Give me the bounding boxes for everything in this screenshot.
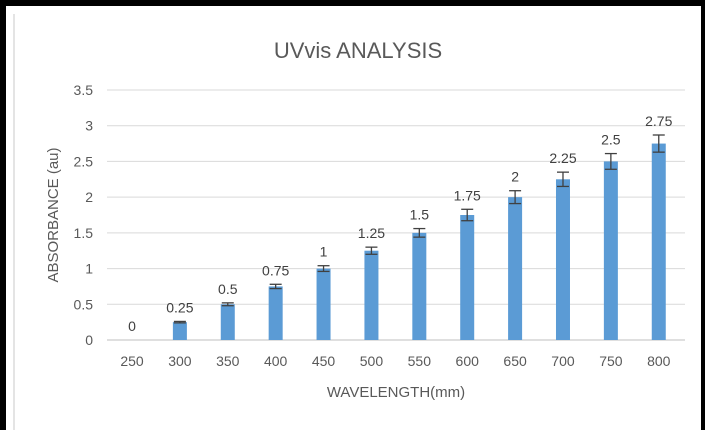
y-tick-label: 1	[85, 261, 93, 277]
x-axis-ticks: 250 300 350 400 450 500 550 600 650 700 750 800	[120, 353, 670, 369]
x-tick-label: 450	[312, 353, 336, 369]
x-tick-label: 600	[456, 353, 480, 369]
data-label: 1.25	[358, 225, 385, 241]
x-tick-label: 550	[408, 353, 432, 369]
data-label: 2.75	[645, 113, 672, 129]
bar	[172, 322, 187, 340]
bar	[460, 215, 475, 340]
y-tick-label: 3.5	[74, 82, 94, 98]
gridlines	[107, 89, 685, 341]
data-label: 2	[511, 169, 519, 185]
x-tick-label: 300	[168, 353, 192, 369]
bar	[316, 268, 331, 340]
x-tick-label: 650	[503, 353, 527, 369]
data-label: 0.5	[218, 281, 238, 297]
y-tick-label: 0.5	[74, 296, 94, 312]
x-tick-label: 350	[216, 353, 240, 369]
x-tick-label: 750	[599, 353, 623, 369]
error-bars	[173, 134, 665, 324]
bar	[412, 232, 427, 340]
bar	[364, 250, 379, 340]
y-tick-label: 3	[85, 118, 93, 134]
x-tick-label: 400	[264, 353, 288, 369]
bar	[508, 197, 523, 340]
bar	[220, 304, 235, 340]
y-axis-label: ABSORBANCE (au)	[45, 147, 62, 282]
bar	[651, 143, 666, 340]
x-tick-label: 800	[647, 353, 671, 369]
y-tick-label: 1.5	[74, 225, 94, 241]
y-axis-ticks: 0 0.5 1 1.5 2 2.5 3 3.5	[74, 82, 94, 348]
data-label: 0.75	[262, 262, 289, 278]
chart-title: UVvis ANALYSIS	[274, 38, 442, 63]
data-label: 2.25	[549, 150, 576, 166]
y-tick-label: 0	[85, 332, 93, 348]
bar	[555, 179, 570, 340]
y-tick-label: 2.5	[74, 153, 94, 169]
data-label: 1.75	[454, 187, 481, 203]
x-tick-label: 250	[120, 353, 144, 369]
y-tick-label: 2	[85, 189, 93, 205]
data-label: 1.5	[410, 207, 430, 223]
bar	[268, 286, 283, 340]
data-label: 0	[128, 318, 136, 334]
x-tick-label: 700	[551, 353, 575, 369]
data-label: 2.5	[601, 132, 621, 148]
data-label: 1	[320, 244, 328, 260]
x-axis-label: WAVELENGTH(mm)	[327, 384, 465, 401]
data-label: 0.25	[166, 299, 193, 315]
x-tick-label: 500	[360, 353, 384, 369]
bar	[603, 161, 618, 340]
bars	[172, 143, 666, 340]
data-labels: 0 0.25 0.5 0.75 1 1.25 1.5 1.75 2 2.25 2.5 2.75	[128, 113, 672, 334]
